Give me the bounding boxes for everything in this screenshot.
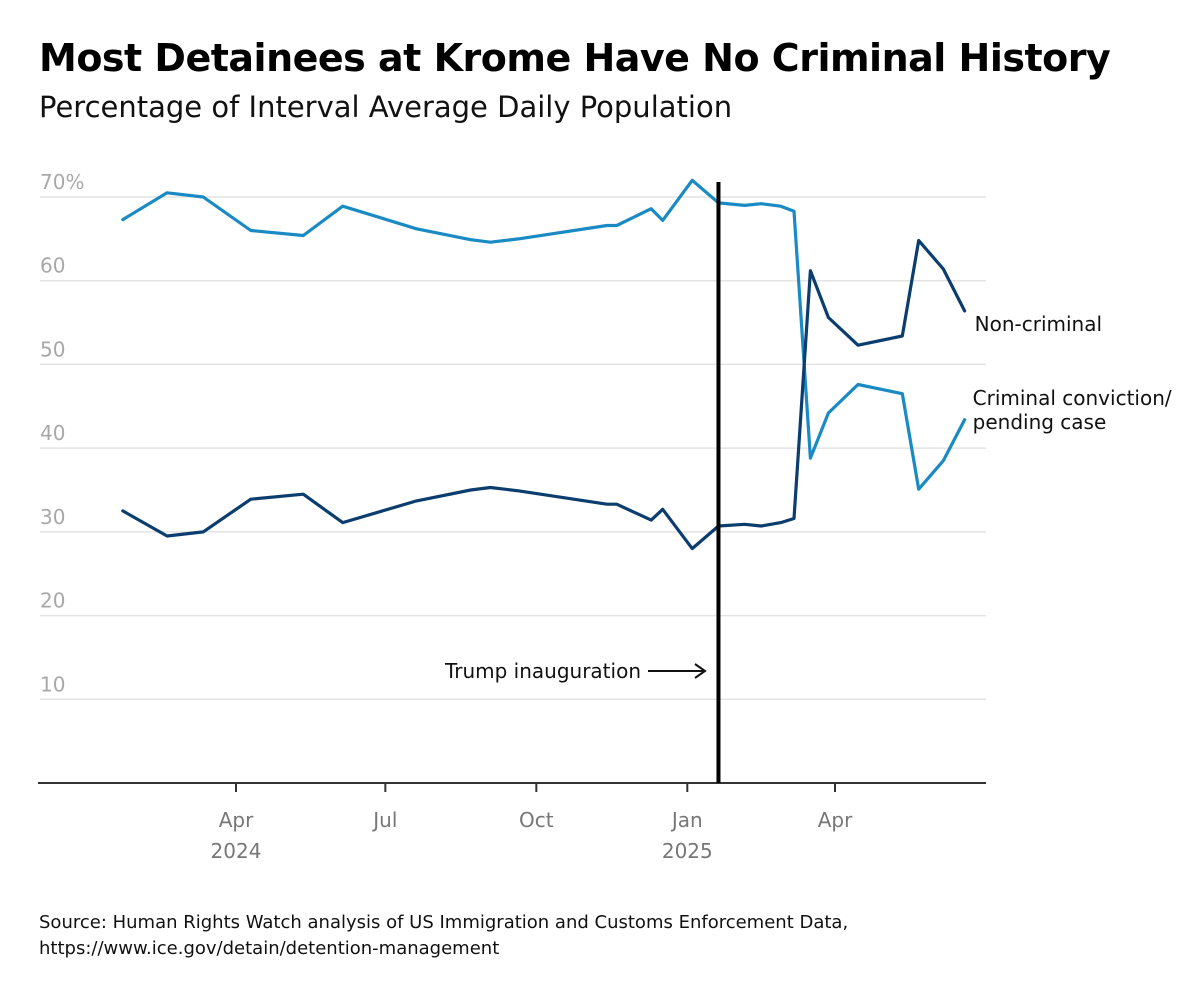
source-line-1: Source: Human Rights Watch analysis of U… bbox=[39, 912, 849, 933]
inauguration-label: Trump inauguration bbox=[444, 659, 641, 683]
inauguration-arrow-head bbox=[694, 663, 707, 679]
series-labels: Non-criminal Criminal conviction/pending … bbox=[973, 312, 1172, 434]
x-axis-ticks: Apr 2024 Jul Oct Jan 2025 Apr bbox=[211, 808, 854, 863]
chart-subtitle: Percentage of Interval Average Daily Pop… bbox=[39, 90, 733, 124]
x-tick-label-1: Jul bbox=[371, 808, 397, 832]
y-tick-label-10: 10 bbox=[40, 672, 65, 696]
y-tick-label-60: 60 bbox=[40, 254, 65, 278]
series-label-criminal-line-1: pending case bbox=[973, 410, 1107, 434]
gridlines bbox=[40, 196, 986, 701]
x-tick-label-0: Apr bbox=[219, 808, 254, 832]
series-label-noncriminal-line-0: Non-criminal bbox=[975, 312, 1102, 336]
y-tick-label-70: 70% bbox=[40, 170, 84, 194]
series-line-criminal bbox=[121, 238, 967, 551]
source-line-2: https://www.ice.gov/detain/detention-man… bbox=[39, 938, 500, 959]
y-tick-label-40: 40 bbox=[40, 421, 65, 445]
source-note: Source: Human Rights Watch analysis of U… bbox=[39, 910, 848, 962]
line-chart: 10 20 30 40 50 60 70% Apr 2024 Jul Oct Jan 2025Apr … bbox=[38, 170, 1172, 863]
series-label-noncriminal: Non-criminal bbox=[975, 312, 1102, 336]
x-tick-year-0: 2024 bbox=[211, 839, 262, 863]
x-tick-year-3: 2025 bbox=[662, 839, 713, 863]
y-tick-label-50: 50 bbox=[40, 337, 65, 361]
series-lines bbox=[121, 178, 967, 551]
y-axis-ticks: 10 20 30 40 50 60 70% bbox=[40, 170, 84, 696]
series-label-criminal: Criminal conviction/pending case bbox=[973, 386, 1172, 434]
y-tick-label-20: 20 bbox=[40, 589, 65, 613]
y-tick-label-30: 30 bbox=[40, 505, 65, 529]
x-tick-label-4: Apr bbox=[818, 808, 853, 832]
x-tick-label-2: Oct bbox=[519, 808, 554, 832]
x-tick-label-3: Jan bbox=[670, 808, 703, 832]
series-label-criminal-line-0: Criminal conviction/ bbox=[973, 386, 1172, 410]
chart-title: Most Detainees at Krome Have No Criminal… bbox=[39, 36, 1111, 80]
x-axis bbox=[38, 782, 986, 792]
series-line-noncriminal bbox=[121, 178, 967, 491]
inauguration-marker: Trump inauguration bbox=[444, 182, 721, 783]
